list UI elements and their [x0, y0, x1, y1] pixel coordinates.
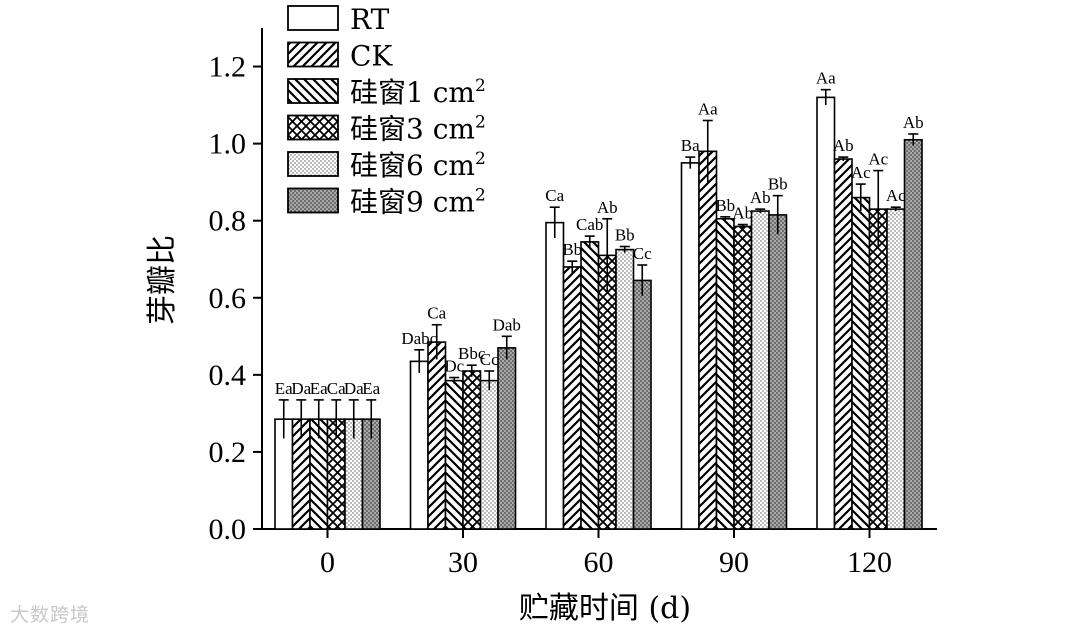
significance-label: Ca [327, 379, 346, 398]
significance-label: Aa [698, 99, 718, 118]
bar [768, 214, 788, 530]
x-ticks: 0 30 60 90 120 [320, 529, 892, 579]
significance-label: Ac [868, 150, 888, 169]
bar [680, 162, 700, 530]
y-ticks: 0.0 0.2 0.4 0.6 0.8 1.0 1.2 [209, 51, 262, 546]
y-axis-title: 芽瓣比 [145, 235, 180, 325]
bar [833, 158, 853, 530]
y-tick-label: 0.0 [209, 513, 247, 546]
significance-label: Dc [444, 357, 464, 376]
bar [886, 208, 906, 530]
bar [615, 248, 635, 530]
significance-label: Bb [715, 196, 735, 215]
y-tick-label: 1.0 [209, 128, 247, 161]
x-tick-label: 120 [847, 546, 892, 579]
bar [479, 379, 499, 530]
bar [868, 208, 888, 530]
significance-label: Da [344, 379, 364, 398]
legend-swatch [287, 151, 339, 177]
bar [698, 150, 718, 530]
significance-label: Ac [851, 163, 871, 182]
y-tick-label: 1.2 [209, 51, 247, 84]
legend-swatch [287, 114, 339, 141]
legend-label: CK [350, 40, 393, 73]
legend-label: 硅窗3 cm2 [350, 113, 486, 146]
bar [715, 217, 735, 530]
legend-swatch [287, 5, 339, 31]
significance-label: Ab [732, 204, 753, 223]
legend-swatch [287, 187, 339, 214]
x-tick-label: 90 [719, 546, 749, 579]
bar [562, 266, 582, 530]
significance-label: Cc [633, 244, 652, 263]
significance-label: Cab [576, 215, 603, 234]
significance-label: Ab [903, 113, 924, 132]
bar [750, 210, 770, 530]
legend-swatch [287, 41, 339, 68]
significance-label: Ea [362, 379, 380, 398]
significance-label: Aa [816, 69, 836, 88]
legend-swatch [287, 78, 339, 104]
legend-label: RT [350, 3, 390, 36]
significance-label: Bb [615, 226, 635, 245]
bar [597, 254, 617, 530]
significance-label: Ca [427, 304, 446, 323]
legend-label: 硅窗9 cm2 [350, 186, 486, 219]
bar [903, 138, 923, 530]
y-tick-label: 0.8 [209, 205, 247, 238]
bar [427, 341, 447, 530]
x-axis-title: 贮藏时间 (d) [519, 591, 691, 626]
significance-label: Bb [768, 175, 788, 194]
bar [580, 241, 600, 530]
watermark-text: 大数跨境 [10, 604, 91, 626]
significance-label: Da [291, 379, 311, 398]
y-tick-label: 0.6 [209, 282, 247, 315]
bar [497, 347, 517, 530]
bar [851, 196, 871, 530]
significance-label: Ab [833, 136, 854, 155]
x-tick-label: 30 [448, 546, 478, 579]
significance-label: Cc [480, 350, 499, 369]
x-tick-label: 0 [320, 546, 335, 579]
significance-label: Bb [562, 240, 582, 259]
significance-label: Ca [545, 186, 564, 205]
significance-label: Ab [597, 198, 618, 217]
bar [409, 360, 429, 530]
significance-label: Ac [886, 186, 906, 205]
bar [733, 225, 753, 530]
significance-label: Ea [275, 379, 293, 398]
significance-label: Dab [493, 315, 521, 334]
legend-label: 硅窗1 cm2 [350, 76, 486, 109]
legend-label: 硅窗6 cm2 [350, 149, 486, 182]
y-tick-label: 0.4 [209, 359, 247, 392]
significance-label: Ab [750, 188, 771, 207]
bar [444, 379, 464, 530]
bar [816, 96, 836, 530]
significance-label: Ea [310, 379, 328, 398]
y-tick-label: 0.2 [209, 436, 247, 469]
x-tick-label: 60 [584, 546, 614, 579]
bar [462, 370, 482, 530]
bar [632, 279, 652, 530]
significance-label: Ba [681, 136, 700, 155]
bar [545, 221, 565, 530]
significance-label: Bbc [458, 344, 486, 363]
